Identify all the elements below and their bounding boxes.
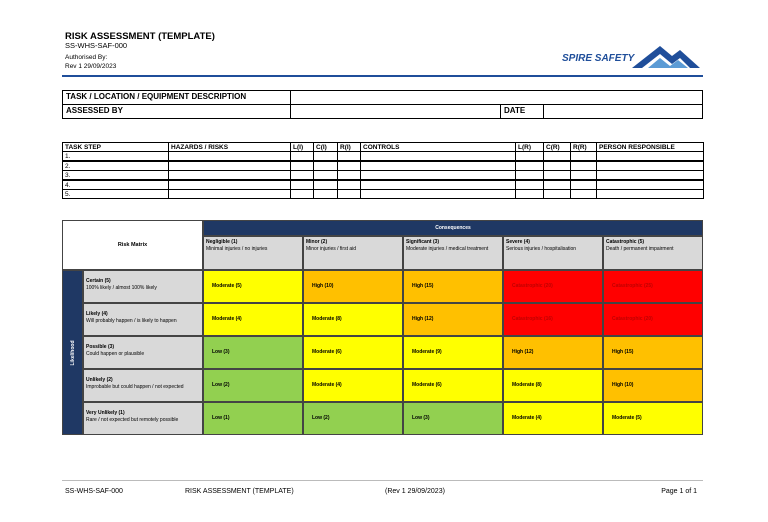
likelihood-description: Rare / not expected but remotely possibl…	[86, 416, 179, 423]
task-cell	[360, 189, 516, 200]
risk-cell: High (12)	[503, 336, 603, 369]
likelihood-description: Could happen or plausible	[86, 350, 145, 357]
header-rule	[62, 75, 703, 77]
task-label: TASK / LOCATION / EQUIPMENT DESCRIPTION	[62, 90, 291, 105]
risk-cell: Moderate (6)	[403, 369, 503, 402]
footer-rule	[62, 480, 703, 481]
consequence-name: Severe (4)	[506, 239, 530, 245]
likelihood-header: Possible (3) Could happen or plausible	[83, 336, 203, 369]
risk-cell: High (10)	[603, 369, 703, 402]
consequence-header: Negligible (1) Minimal injuries / no inju…	[203, 236, 303, 270]
likelihood-description: 100% likely / almost 100% likely	[86, 284, 157, 291]
risk-cell: Catastrophic (25)	[603, 270, 703, 303]
risk-cell: High (12)	[403, 303, 503, 336]
date-value	[543, 104, 703, 119]
risk-cell: Low (3)	[203, 336, 303, 369]
assessed-value	[290, 104, 501, 119]
likelihood-header: Certain (5) 100% likely / almost 100% lik…	[83, 270, 203, 303]
consequence-name: Catastrophic (5)	[606, 239, 645, 245]
logo-text: SPIRE SAFETY	[562, 53, 635, 64]
likelihood-name: Unlikely (2)	[86, 377, 113, 383]
task-cell	[570, 189, 597, 200]
consequences-title: Consequences	[203, 220, 703, 236]
risk-cell: Moderate (4)	[203, 303, 303, 336]
consequence-description: Minimal injuries / no injuries	[206, 245, 268, 252]
matrix-corner: Risk Matrix	[62, 220, 203, 270]
risk-cell: Low (2)	[203, 369, 303, 402]
risk-cell: Moderate (5)	[603, 402, 703, 435]
task-value	[290, 90, 703, 105]
risk-cell: High (15)	[403, 270, 503, 303]
task-cell	[543, 189, 571, 200]
risk-cell: High (10)	[303, 270, 403, 303]
risk-cell: Low (3)	[403, 402, 503, 435]
task-cell	[168, 189, 291, 200]
consequence-name: Minor (2)	[306, 239, 328, 245]
consequence-name: Significant (3)	[406, 239, 440, 245]
consequence-description: Moderate injuries / medical treatment	[406, 245, 489, 252]
risk-cell: Moderate (6)	[303, 336, 403, 369]
footer-code: SS-WHS-SAF-000	[65, 488, 123, 495]
risk-cell: Moderate (8)	[503, 369, 603, 402]
logo-icon	[632, 46, 700, 68]
risk-cell: Low (1)	[203, 402, 303, 435]
revision: Rev 1 29/09/2023	[65, 63, 117, 70]
risk-cell: Moderate (8)	[303, 303, 403, 336]
likelihood-name: Possible (3)	[86, 344, 115, 350]
likelihood-header: Likely (4) Will probably happen / is like…	[83, 303, 203, 336]
footer-page: Page 1 of 1	[661, 488, 697, 495]
task-cell	[313, 189, 338, 200]
likelihood-header: Unlikely (2) Improbable but could happen …	[83, 369, 203, 402]
consequence-header: Significant (3) Moderate injuries / medic…	[403, 236, 503, 270]
consequence-description: Death / permanent impairment	[606, 245, 674, 252]
likelihood-name: Very Unlikely (1)	[86, 410, 125, 416]
doc-title: RISK ASSESSMENT (TEMPLATE)	[65, 31, 215, 42]
likelihood-name: Certain (5)	[86, 278, 111, 284]
consequence-header: Minor (2) Minor injuries / first aid	[303, 236, 403, 270]
likelihood-header: Very Unlikely (1) Rare / not expected but…	[83, 402, 203, 435]
risk-cell: Moderate (4)	[303, 369, 403, 402]
consequence-header: Catastrophic (5) Death / permanent impair…	[603, 236, 703, 270]
consequence-name: Negligible (1)	[206, 239, 238, 245]
risk-cell: Catastrophic (16)	[503, 303, 603, 336]
assessed-label: ASSESSED BY	[62, 104, 291, 119]
date-label: DATE	[500, 104, 544, 119]
footer-revision: (Rev 1 29/09/2023)	[385, 488, 445, 495]
task-cell: 5.	[62, 189, 169, 200]
risk-cell: Catastrophic (20)	[503, 270, 603, 303]
risk-cell: Low (2)	[303, 402, 403, 435]
task-cell	[290, 189, 314, 200]
task-cell	[596, 189, 704, 200]
likelihood-title: Likelihood	[69, 340, 76, 365]
likelihood-description: Will probably happen / is likely to happ…	[86, 317, 177, 324]
risk-cell: Moderate (5)	[203, 270, 303, 303]
footer-title: RISK ASSESSMENT (TEMPLATE)	[185, 488, 294, 495]
likelihood-name: Likely (4)	[86, 311, 108, 317]
doc-code: SS-WHS-SAF-000	[65, 41, 128, 50]
task-cell	[337, 189, 361, 200]
likelihood-strip: Likelihood	[62, 270, 83, 435]
consequence-header: Severe (4) Serious injuries / hospitalisa…	[503, 236, 603, 270]
consequence-description: Serious injuries / hospitalisation	[506, 245, 577, 252]
authorised-by: Authorised By:	[65, 54, 108, 61]
risk-cell: High (15)	[603, 336, 703, 369]
consequence-description: Minor injuries / first aid	[306, 245, 357, 252]
risk-cell: Moderate (9)	[403, 336, 503, 369]
risk-cell: Catastrophic (20)	[603, 303, 703, 336]
risk-cell: Moderate (4)	[503, 402, 603, 435]
likelihood-description: Improbable but could happen / not expect…	[86, 383, 184, 390]
task-cell	[515, 189, 544, 200]
